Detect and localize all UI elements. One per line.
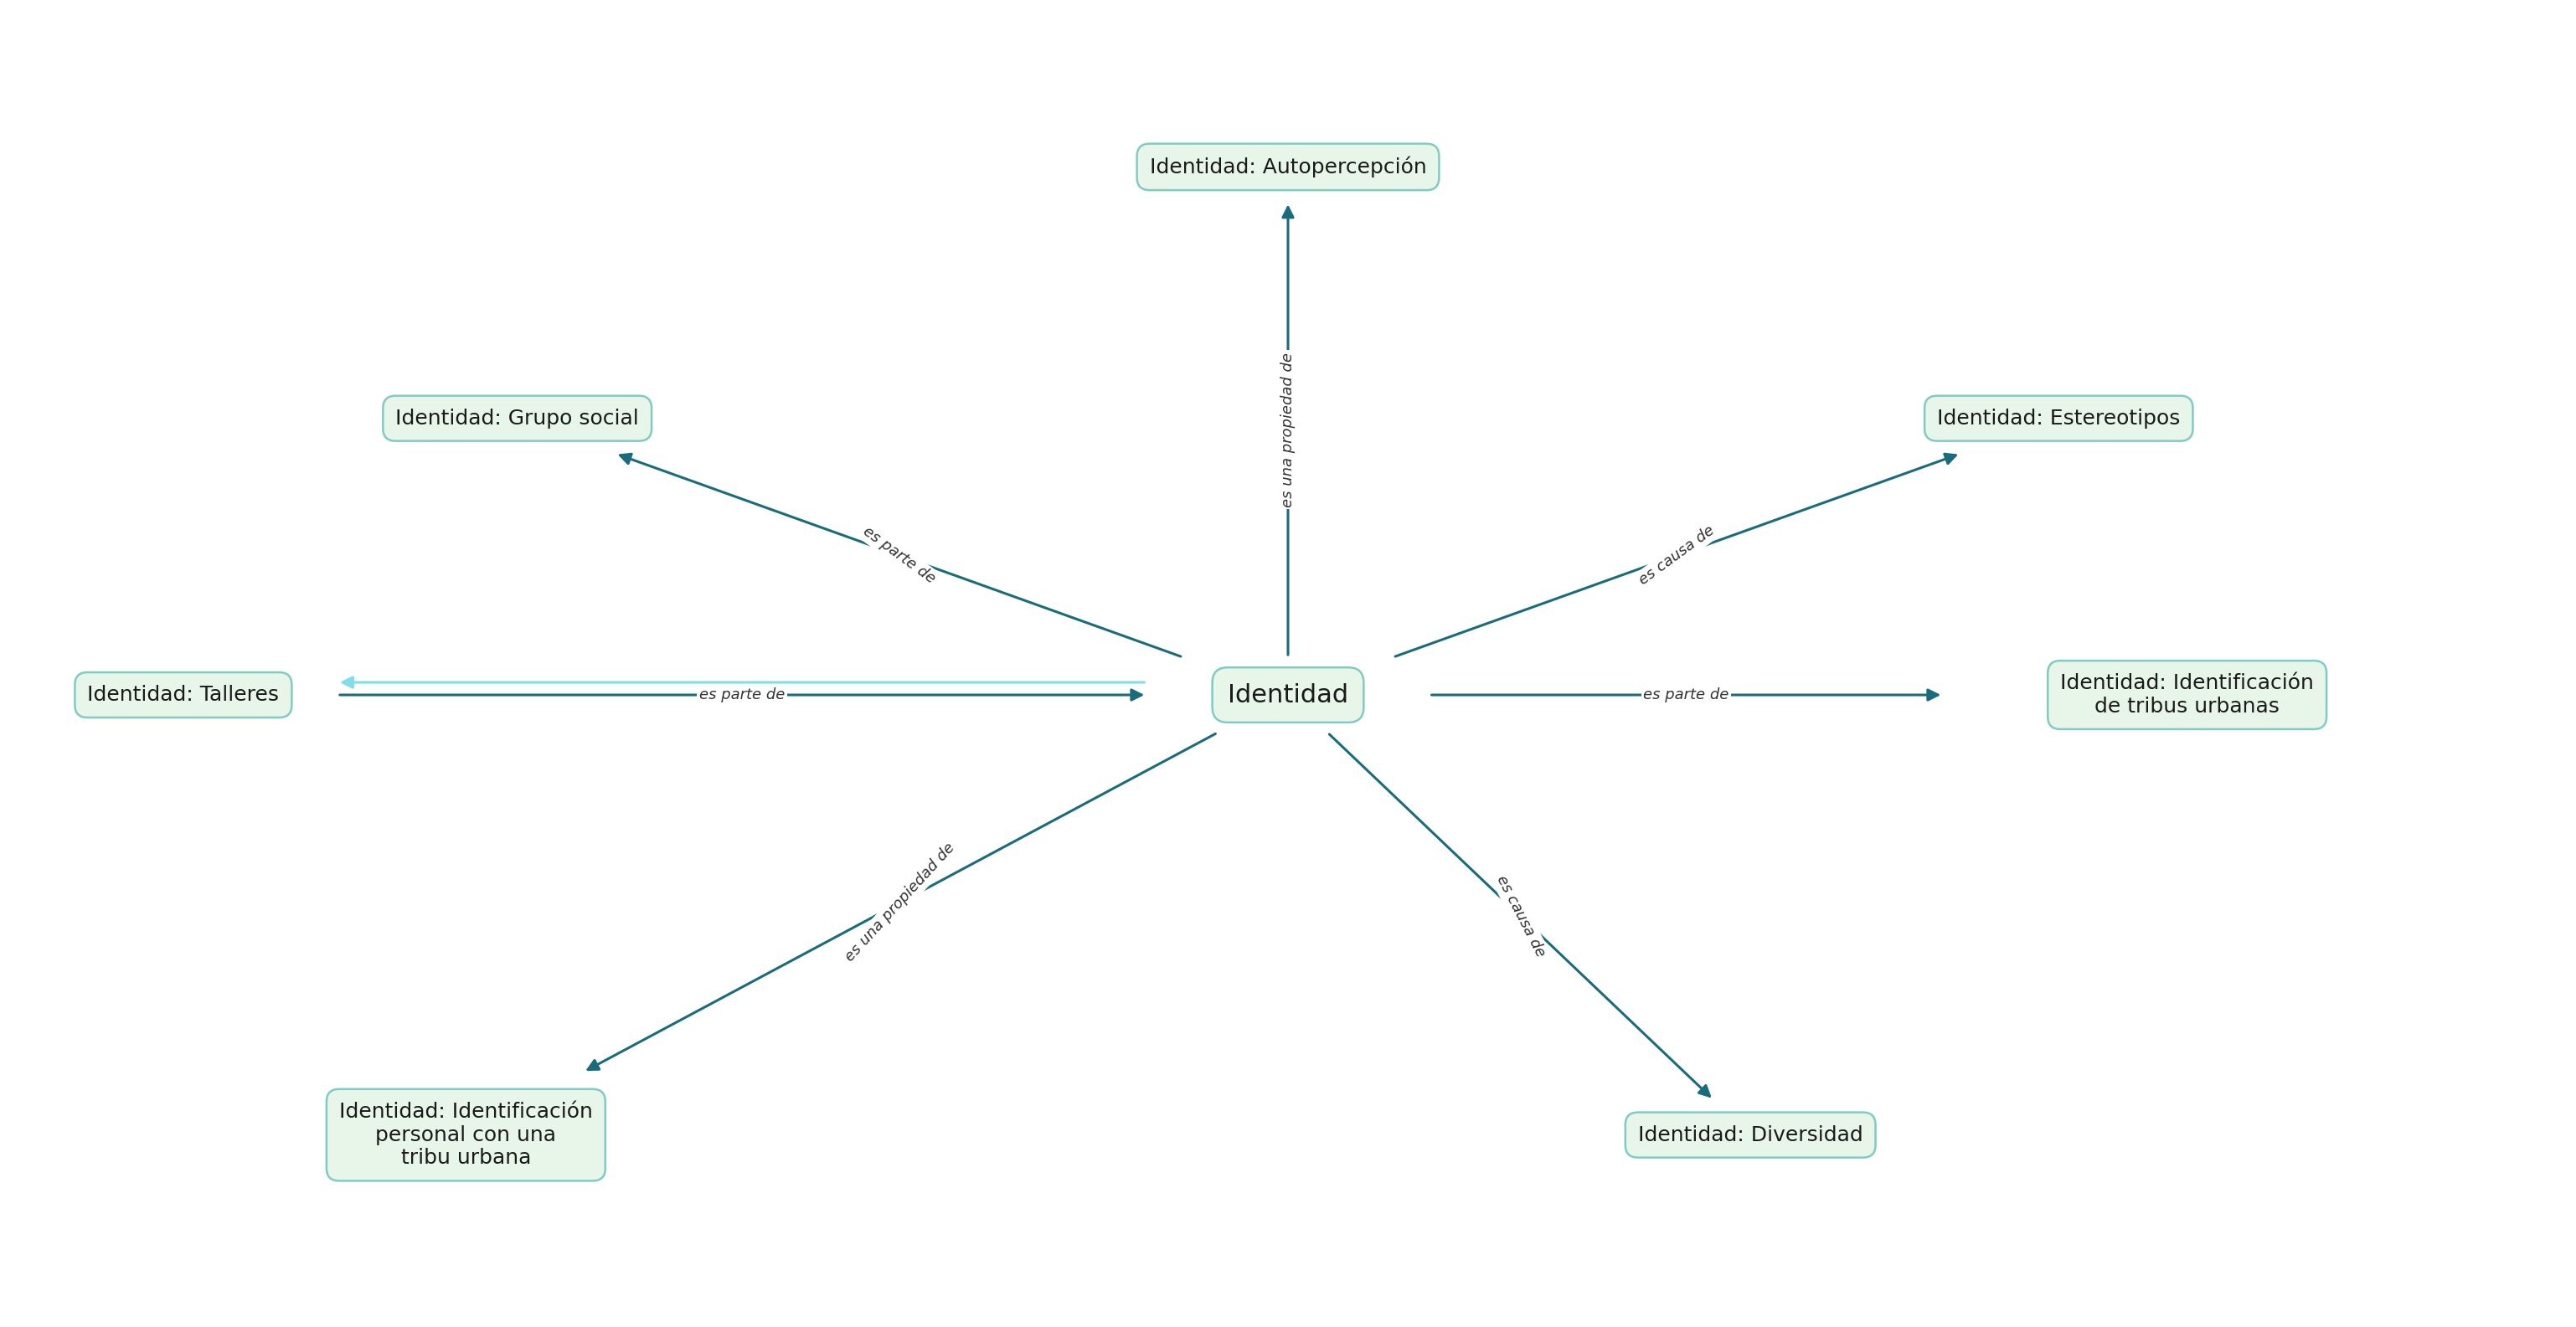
Text: es parte de: es parte de [860,524,938,587]
Text: Identidad: Estereotipos: Identidad: Estereotipos [1937,409,2179,429]
Text: es causa de: es causa de [1636,523,1718,588]
Text: es parte de: es parte de [1643,687,1728,702]
Text: Identidad: Autopercepción: Identidad: Autopercepción [1149,157,1427,178]
Text: es parte de: es parte de [698,687,786,702]
Text: Identidad: Talleres: Identidad: Talleres [88,685,278,705]
Text: es una propiedad de: es una propiedad de [1280,352,1296,507]
Text: Identidad: Identificación
de tribus urbanas: Identidad: Identificación de tribus urba… [2061,673,2313,717]
Text: Identidad: Identidad [1229,683,1347,707]
Text: Identidad: Diversidad: Identidad: Diversidad [1638,1125,1862,1145]
Text: Identidad: Grupo social: Identidad: Grupo social [397,409,639,429]
Text: es una propiedad de: es una propiedad de [842,840,958,965]
Text: Identidad: Identificación
personal con una
tribu urbana: Identidad: Identificación personal con u… [340,1101,592,1168]
Text: es causa de: es causa de [1494,873,1548,959]
